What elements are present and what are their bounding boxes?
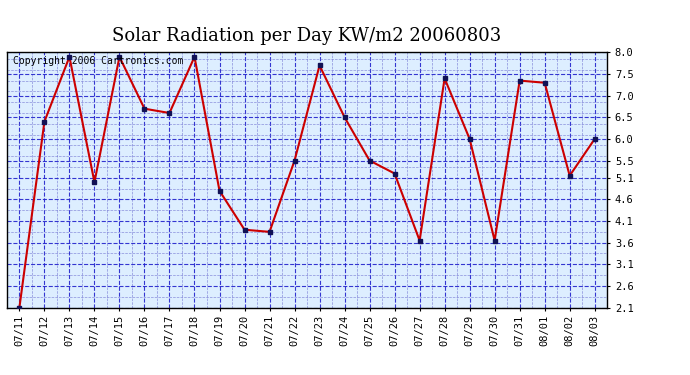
Title: Solar Radiation per Day KW/m2 20060803: Solar Radiation per Day KW/m2 20060803 xyxy=(112,27,502,45)
Text: Copyright 2006 Cartronics.com: Copyright 2006 Cartronics.com xyxy=(13,56,184,66)
